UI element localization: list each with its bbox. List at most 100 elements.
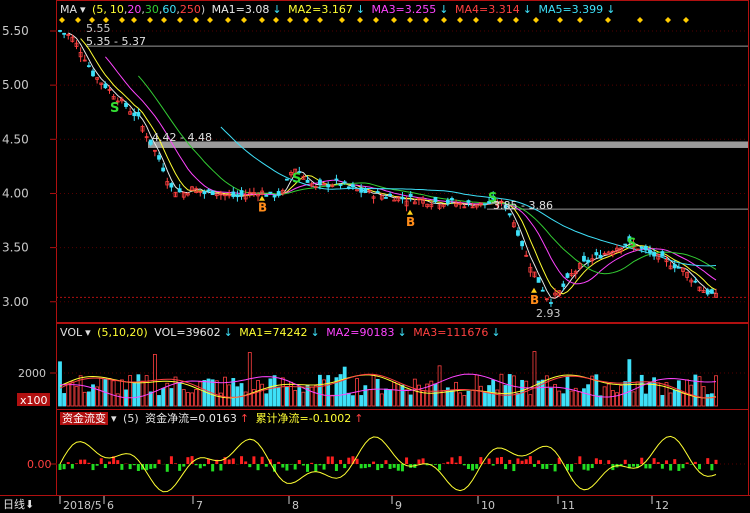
flow-bar xyxy=(128,464,132,470)
event-diamond-icon xyxy=(407,17,413,23)
zone-label-1: 5.35 - 5.37 xyxy=(86,35,146,48)
volume-bar xyxy=(709,393,714,407)
flow-bar xyxy=(454,462,458,464)
flow-bar xyxy=(553,464,557,472)
down-arrow-icon: ↓ xyxy=(491,326,501,339)
ma2-value: MA2=3.167 xyxy=(288,3,353,16)
flow-bar xyxy=(648,464,652,469)
volume-bar xyxy=(553,384,557,407)
candle-body xyxy=(342,181,347,184)
candle-body xyxy=(313,186,318,188)
flow-bar xyxy=(520,460,524,464)
flow-bar xyxy=(79,459,83,464)
down-arrow-icon: ↓ xyxy=(397,326,407,339)
flow-bar xyxy=(586,464,590,471)
flow-bar xyxy=(87,462,91,464)
dropdown-arrow-icon[interactable]: ▾ xyxy=(85,326,91,339)
flow-bar xyxy=(149,464,153,469)
dropdown-arrow-icon[interactable]: ▾ xyxy=(111,412,117,425)
event-diamond-icon xyxy=(177,17,183,23)
candle-body xyxy=(503,204,508,209)
volume-bar xyxy=(91,384,95,407)
flow-bar xyxy=(343,464,347,469)
volume-bar xyxy=(516,393,520,407)
candle-body xyxy=(499,200,504,203)
flow-bar xyxy=(99,458,103,464)
vol-indicator-name[interactable]: VOL xyxy=(60,326,83,339)
volume-bar xyxy=(297,385,302,407)
candle-body xyxy=(396,196,401,202)
volume-bar xyxy=(326,375,331,407)
volume-bar xyxy=(384,388,388,407)
volume-bar xyxy=(132,381,137,407)
flow-bar xyxy=(112,456,116,464)
flow-bar xyxy=(372,461,376,464)
event-diamond-icon xyxy=(605,17,611,23)
volume-bar xyxy=(643,393,648,407)
period-selector[interactable]: 日线⬇ xyxy=(3,498,34,512)
flow-bar xyxy=(231,458,235,464)
candle-body xyxy=(210,190,215,196)
flow-bar xyxy=(504,464,508,470)
candle-body xyxy=(705,289,710,295)
price-axis: 5.50 5.00 4.50 4.00 3.50 3.00 xyxy=(2,24,748,309)
flow-indicator-name[interactable]: 资金流变 xyxy=(60,412,108,425)
candle-body xyxy=(227,194,232,197)
candle-body xyxy=(58,30,62,32)
flow-bar xyxy=(685,462,689,464)
candle-body xyxy=(676,266,681,269)
volume-bar xyxy=(252,389,256,407)
x-tick-label: 7 xyxy=(196,499,203,512)
low-label: 2.93 xyxy=(536,307,561,320)
volume-bar xyxy=(243,391,248,407)
candle-body xyxy=(243,194,248,200)
candle-body xyxy=(91,70,95,77)
flow-bar xyxy=(108,461,112,464)
candle-body xyxy=(351,184,355,188)
flow-bar xyxy=(62,464,66,470)
candle-body xyxy=(82,59,87,62)
volume-bar xyxy=(590,375,595,407)
flow-indicator-header: 资金流变 ▾ (5) 资金净流=0.0163 ↑ 累计净流=-0.1002 ↑ xyxy=(60,412,366,426)
x-tick-label: 8 xyxy=(292,499,299,512)
flow-bar xyxy=(693,461,697,464)
candle-body xyxy=(549,302,553,304)
flow-bar xyxy=(116,460,120,464)
vol-unit-bg xyxy=(17,393,50,406)
volume-bar xyxy=(194,389,199,407)
volume-bar xyxy=(70,381,75,407)
price-zones xyxy=(56,45,748,298)
candle-body xyxy=(598,254,603,259)
sell-signal: S xyxy=(627,237,636,252)
candle-body xyxy=(606,251,611,255)
volume-bar xyxy=(425,383,430,407)
volume-bar xyxy=(417,384,421,407)
flow-bar xyxy=(578,456,582,464)
flow-bar xyxy=(153,464,157,469)
candle-body xyxy=(322,183,326,186)
candle-body xyxy=(483,203,487,206)
flow-bar xyxy=(363,464,367,469)
candle-body xyxy=(569,273,574,276)
volume-bar xyxy=(594,374,599,407)
volume-bar xyxy=(115,393,120,407)
price-indicator-name[interactable]: MA xyxy=(60,3,78,16)
flow-bar xyxy=(367,464,371,468)
flow-bar xyxy=(549,464,553,465)
volume-bar xyxy=(561,393,566,407)
volume-bar xyxy=(280,377,285,407)
flow-bar xyxy=(194,464,198,466)
zone-band xyxy=(148,141,748,148)
candle-body xyxy=(86,65,91,68)
candle-body xyxy=(247,191,252,194)
dropdown-arrow-icon[interactable]: ▾ xyxy=(80,3,86,16)
event-diamond-icon xyxy=(513,17,519,23)
candle-body xyxy=(404,200,409,207)
flow-bar xyxy=(376,464,380,471)
flow-bar xyxy=(582,464,586,470)
candle-body xyxy=(235,194,240,198)
candle-body xyxy=(124,102,128,107)
x-tick-label: 6 xyxy=(107,499,114,512)
flow-bar xyxy=(446,461,450,464)
